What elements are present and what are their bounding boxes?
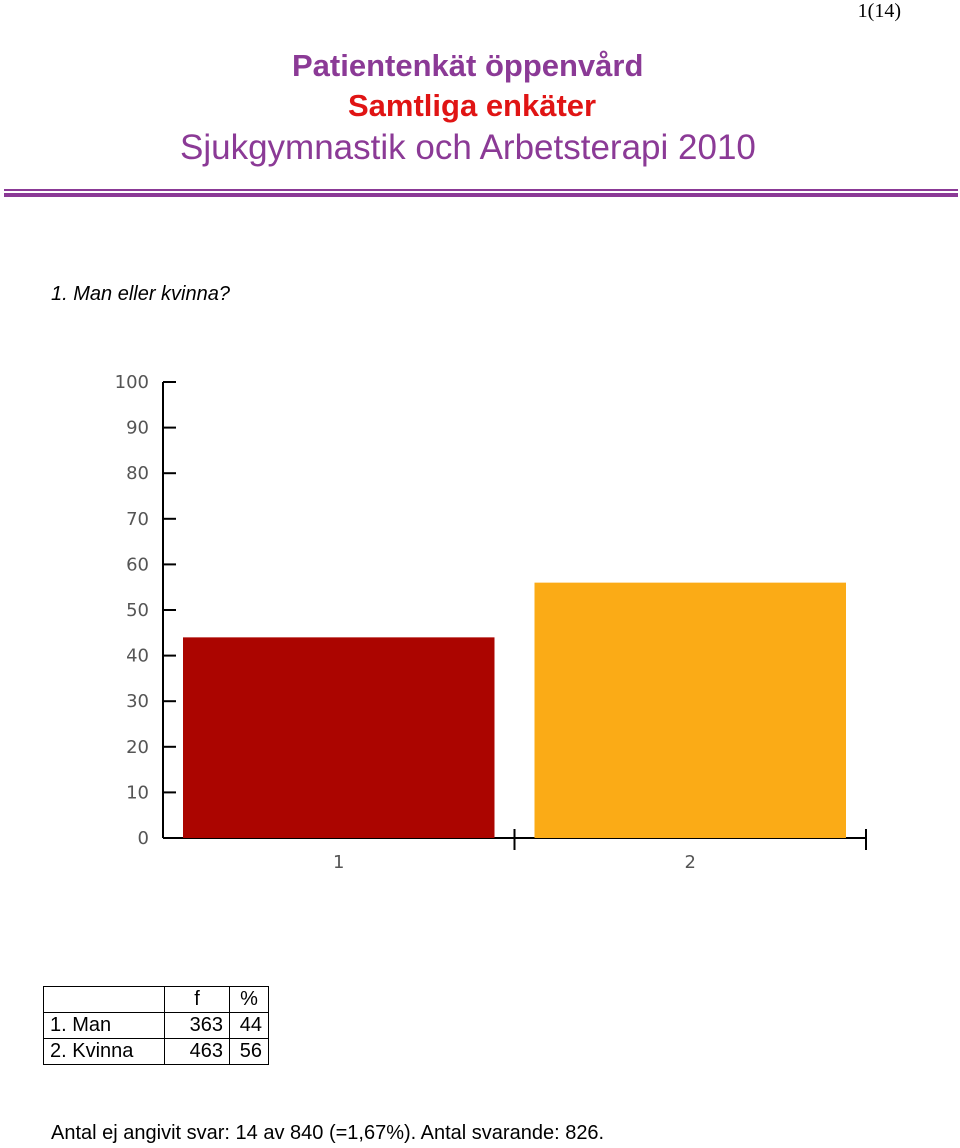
header-divider-thick: [4, 193, 958, 197]
table-header-row: f %: [43, 986, 269, 1013]
table-cell-frequency: 363: [164, 1012, 230, 1039]
page-number: 1(14): [857, 0, 901, 22]
y-tick-label: 10: [126, 782, 149, 803]
y-tick-label: 40: [126, 646, 149, 667]
report-unit: Sjukgymnastik och Arbetsterapi 2010: [180, 128, 756, 167]
table-row: 2. Kvinna 463 56: [43, 1038, 269, 1065]
y-tick-label: 100: [115, 372, 149, 393]
table-header-cell: %: [229, 986, 269, 1013]
y-tick-label: 80: [126, 463, 149, 484]
y-tick-label: 0: [138, 828, 149, 849]
table-cell-label: 2. Kvinna: [43, 1038, 165, 1065]
x-tick-label: 1: [333, 852, 344, 873]
table-header-cell: [43, 986, 165, 1013]
table-cell-label: 1. Man: [43, 1012, 165, 1039]
y-tick-label: 60: [126, 554, 149, 575]
header-divider-thin: [4, 189, 958, 191]
table-cell-frequency: 463: [164, 1038, 230, 1065]
report-subtitle: Samtliga enkäter: [348, 88, 597, 123]
y-tick-label: 20: [126, 737, 149, 758]
table-header-cell: f: [164, 986, 230, 1013]
table-cell-percent: 44: [229, 1012, 269, 1039]
question-heading: 1. Man eller kvinna?: [51, 283, 230, 305]
y-tick-label: 90: [126, 418, 149, 439]
y-tick-label: 50: [126, 600, 149, 621]
bar-chart: 0 10 20 30 40 50 60 70 80 90 100 1 2: [115, 372, 867, 873]
table-cell-percent: 56: [229, 1038, 269, 1065]
y-tick-label: 30: [126, 691, 149, 712]
y-tick-label: 70: [126, 509, 149, 530]
response-summary: Antal ej angivit svar: 14 av 840 (=1,67%…: [51, 1122, 605, 1144]
table-row: 1. Man 363 44: [43, 1012, 269, 1039]
bar-1: [183, 637, 495, 838]
report-title: Patientenkät öppenvård: [292, 48, 644, 83]
frequency-table: f % 1. Man 363 44 2. Kvinna 463 56: [43, 986, 269, 1065]
bar-2: [534, 582, 846, 838]
x-tick-label: 2: [685, 852, 696, 873]
